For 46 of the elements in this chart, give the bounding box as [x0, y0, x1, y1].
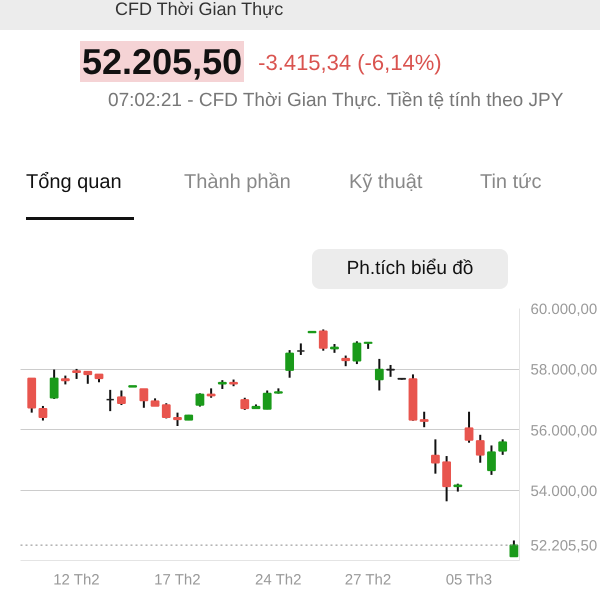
candlestick — [476, 434, 485, 464]
text: Kỹ thuật — [349, 170, 422, 195]
candlestick — [262, 389, 272, 411]
candlestick — [487, 444, 496, 476]
candlestick — [83, 370, 92, 385]
candlestick — [117, 389, 126, 406]
x-tick-label: 12 Th2 — [53, 572, 100, 588]
y-tick-label: 54.000,00 — [530, 483, 598, 500]
text: Thành phần — [184, 170, 291, 195]
x-tick-label: 17 Th2 — [154, 572, 201, 588]
candlestick — [240, 396, 250, 411]
x-tick-label: 05 Th3 — [446, 572, 492, 588]
candlestick — [162, 402, 171, 420]
candlestick — [510, 539, 518, 558]
candlestick — [464, 410, 474, 444]
candlestick — [173, 412, 182, 427]
candlestick — [374, 358, 384, 392]
x-tick-label: 27 Th2 — [344, 572, 392, 588]
text: Ph.tích biểu đồ — [312, 249, 508, 289]
candlestick — [318, 328, 328, 352]
chart-subtitle: -3.415,34 (-6,14%) — [258, 50, 442, 75]
candlestick — [498, 438, 508, 456]
candlestick — [38, 404, 48, 422]
candlestick — [386, 364, 395, 378]
candlestick — [72, 368, 81, 380]
y-tick-label: 60.000,00 — [530, 301, 598, 318]
text: Tổng quan — [26, 170, 122, 195]
text: CFD Thời Gian Thực — [0, 0, 600, 30]
ref-line-label: 52.205,50 — [530, 538, 598, 555]
candlestick — [106, 388, 115, 412]
text: Tin tức — [480, 170, 542, 195]
chart-title: 52.205,50 — [80, 41, 244, 82]
candlestick — [50, 368, 59, 400]
candlestick — [341, 354, 350, 368]
candlestick — [296, 342, 306, 356]
y-tick-label: 58.000,00 — [530, 362, 598, 379]
candlestick — [285, 349, 294, 379]
candlestick — [206, 387, 216, 399]
x-tick-label: 24 Th2 — [255, 572, 302, 588]
candlestick — [196, 392, 204, 408]
candlestick — [420, 410, 429, 428]
y-tick-label: 56.000,00 — [530, 422, 598, 440]
candlestick — [352, 340, 362, 366]
text: 07:02:21 - CFD Thời Gian Thực. Tiền tệ tính theo JPY — [108, 89, 564, 113]
candlestick — [431, 438, 440, 475]
candlestick — [139, 388, 148, 409]
